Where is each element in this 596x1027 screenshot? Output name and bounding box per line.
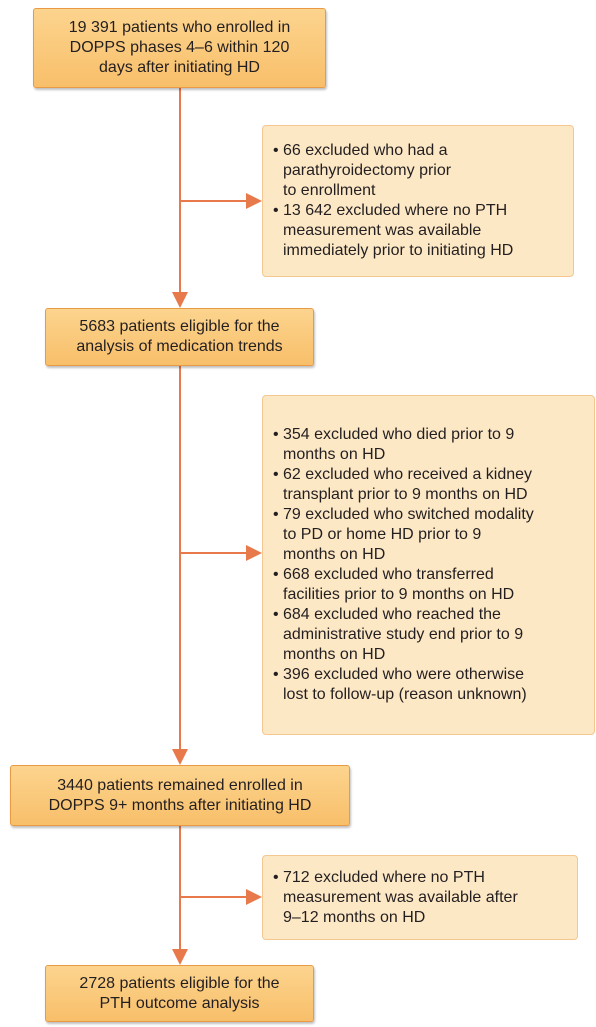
item-text: 66 excluded who had a bbox=[283, 142, 448, 159]
item-text: immediately prior to initiating HD bbox=[283, 242, 514, 259]
item-text: 62 excluded who received a kidney bbox=[283, 466, 533, 483]
exclusion-box: 354 excluded who died prior to 9 months o… bbox=[262, 395, 595, 735]
bullet-item: 712 excluded where no PTH measurement was… bbox=[273, 868, 577, 928]
bullet-item: 62 excluded who received a kidney transpl… bbox=[273, 465, 594, 505]
box-text: 3440 patients remained enrolled in bbox=[57, 776, 303, 794]
main-box: 19 391 patients who enrolled in DOPPS pha… bbox=[33, 8, 326, 88]
bullet-item: 354 excluded who died prior to 9 months o… bbox=[273, 425, 594, 465]
bullet-item: 79 excluded who switched modality to PD o… bbox=[273, 505, 594, 565]
main-box: 2728 patients eligible for the PTH outcom… bbox=[45, 965, 314, 1022]
box-text: DOPPS 9+ months after initiating HD bbox=[48, 796, 312, 814]
item-text: 712 excluded where no PTH bbox=[283, 868, 485, 886]
bullet-item: 668 excluded who transferred facilities p… bbox=[273, 565, 594, 605]
exclusion-box: 712 excluded where no PTH measurement was… bbox=[262, 855, 578, 940]
main-box: 5683 patients eligible for the analysis o… bbox=[45, 308, 314, 366]
item-text: 668 excluded who transferred bbox=[283, 566, 494, 583]
item-text: 396 excluded who were otherwise bbox=[283, 666, 525, 683]
item-text: parathyroidectomy prior bbox=[283, 162, 452, 179]
item-text: months on HD bbox=[283, 446, 386, 463]
item-text: to enrollment bbox=[283, 182, 376, 199]
main-box: 3440 patients remained enrolled in DOPPS … bbox=[10, 765, 350, 826]
item-text: facilities prior to 9 months on HD bbox=[283, 586, 515, 603]
box-text: PTH outcome analysis bbox=[99, 994, 260, 1012]
item-text: transplant prior to 9 months on HD bbox=[283, 486, 528, 503]
bullet-item: 684 excluded who reached the administrati… bbox=[273, 605, 594, 665]
item-text: 9–12 months on HD bbox=[283, 908, 426, 926]
item-text: measurement was available after bbox=[283, 888, 518, 906]
item-text: measurement was available bbox=[283, 222, 482, 239]
box-text: 5683 patients eligible for the bbox=[79, 318, 280, 335]
item-text: 79 excluded who switched modality bbox=[283, 506, 534, 523]
box-text: 19 391 patients who enrolled in bbox=[68, 19, 291, 36]
item-text: administrative study end prior to 9 bbox=[283, 626, 524, 643]
item-text: to PD or home HD prior to 9 bbox=[283, 526, 482, 543]
item-text: lost to follow-up (reason unknown) bbox=[283, 686, 527, 703]
item-text: months on HD bbox=[283, 646, 386, 663]
box-text: DOPPS phases 4–6 within 120 bbox=[69, 39, 290, 56]
bullet-item: 13 642 excluded where no PTH measurement … bbox=[273, 201, 573, 261]
exclusion-box: 66 excluded who had a parathyroidectomy p… bbox=[262, 125, 574, 277]
item-text: 684 excluded who reached the bbox=[283, 606, 501, 623]
item-text: months on HD bbox=[283, 546, 386, 563]
item-text: 354 excluded who died prior to 9 bbox=[283, 426, 515, 443]
box-text: days after initiating HD bbox=[99, 59, 260, 76]
box-text: 2728 patients eligible for the bbox=[79, 974, 280, 992]
bullet-item: 396 excluded who were otherwise lost to f… bbox=[273, 665, 594, 705]
box-text: analysis of medication trends bbox=[76, 338, 283, 355]
bullet-item: 66 excluded who had a parathyroidectomy p… bbox=[273, 141, 573, 201]
item-text: 13 642 excluded where no PTH bbox=[283, 202, 508, 219]
